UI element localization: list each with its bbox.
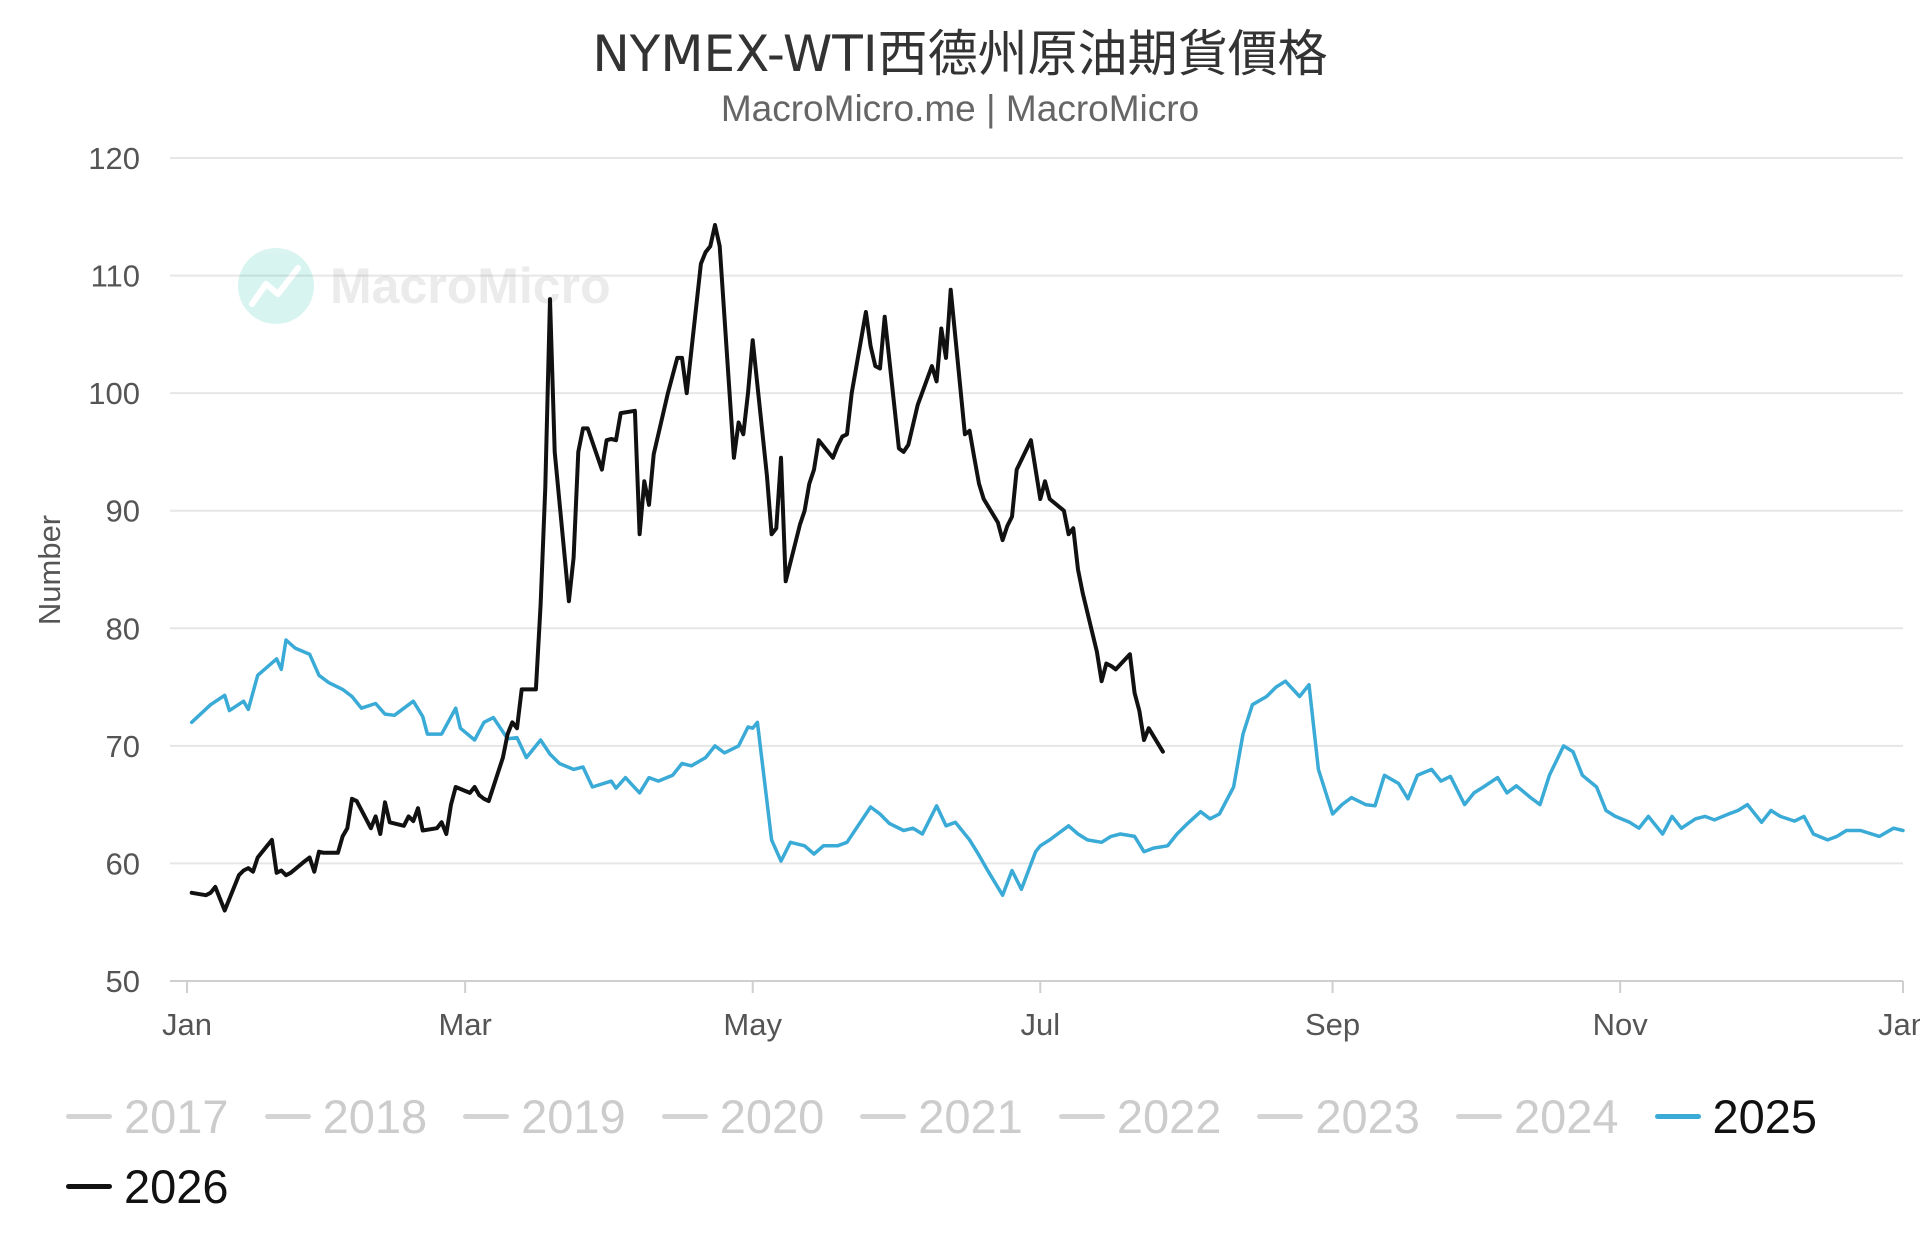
legend-swatch-icon [1455, 1113, 1502, 1119]
legend-swatch-icon [463, 1113, 510, 1119]
legend-item-2020[interactable]: 2020 [661, 1088, 825, 1144]
legend-label: 2018 [322, 1089, 428, 1143]
legend-label: 2020 [719, 1089, 825, 1143]
legend-label: 2021 [918, 1089, 1023, 1143]
legend-label: 2026 [124, 1159, 229, 1213]
legend-item-2019[interactable]: 2019 [463, 1088, 626, 1144]
legend-swatch-icon [1654, 1113, 1701, 1119]
series-line-2025 [189, 638, 1905, 897]
legend-label: 2023 [1315, 1089, 1420, 1143]
y-tick-label: 110 [91, 259, 140, 294]
y-tick-label: 60 [106, 846, 140, 881]
legend: 2017 2018 2019 2020 2021 2022 2023 2024 2025 2026 [66, 1088, 1886, 1214]
series-layer [189, 223, 1905, 913]
x-tick-label: Mar [438, 1007, 491, 1042]
x-tick-label: Sep [1305, 1007, 1360, 1042]
y-tick-label: 100 [88, 376, 140, 411]
y-tick-label: 90 [106, 494, 140, 529]
watermark-logo-line [249, 265, 301, 307]
legend-item-2026[interactable]: 2026 [66, 1158, 229, 1214]
legend-item-2024[interactable]: 2024 [1455, 1088, 1619, 1144]
gridlines [170, 157, 1903, 982]
y-axis: 50 60 70 80 90 100 110 120 [88, 141, 140, 999]
watermark-logo-icon [238, 248, 314, 324]
legend-swatch-icon [1058, 1113, 1105, 1119]
legend-item-2017[interactable]: 2017 [66, 1088, 229, 1144]
y-tick-label: 70 [106, 729, 140, 764]
legend-swatch-icon [860, 1113, 907, 1119]
legend-swatch-icon [661, 1113, 708, 1119]
legend-swatch-icon [66, 1113, 112, 1119]
watermark-text: MacroMicro [330, 258, 611, 314]
legend-label: 2017 [124, 1089, 229, 1143]
chart-subtitle: MacroMicro.me | MacroMicro [720, 88, 1200, 129]
chart-title: NYMEX-WTI西德州原油期貨價格 [592, 25, 1328, 83]
y-tick-label: 50 [106, 964, 140, 999]
series-line-2026 [189, 223, 1165, 913]
legend-item-2023[interactable]: 2023 [1257, 1088, 1420, 1144]
x-axis: Jan Mar May Jul Sep Nov Jan [162, 981, 1920, 1042]
legend-label: 2024 [1513, 1089, 1619, 1143]
legend-label: 2022 [1116, 1089, 1222, 1143]
legend-swatch-icon [66, 1183, 112, 1189]
x-tick-label: May [723, 1007, 782, 1042]
x-tick-label: Jul [1020, 1007, 1060, 1042]
legend-label: 2025 [1712, 1089, 1818, 1143]
legend-label: 2019 [521, 1089, 626, 1143]
y-tick-label: 120 [88, 141, 140, 176]
legend-swatch-icon [1257, 1113, 1304, 1119]
legend-item-2021[interactable]: 2021 [860, 1088, 1023, 1144]
legend-swatch-icon [264, 1113, 311, 1119]
legend-item-2022[interactable]: 2022 [1058, 1088, 1222, 1144]
plot-area: MacroMicro 50 60 70 80 90 100 110 120 Jan Mar May… [32, 141, 1920, 1042]
y-axis-label: Number [32, 515, 67, 625]
y-tick-label: 80 [106, 611, 140, 646]
x-tick-label: Jan [1878, 1007, 1920, 1042]
legend-item-2025[interactable]: 2025 [1654, 1088, 1818, 1144]
x-tick-label: Jan [162, 1007, 212, 1042]
legend-item-2018[interactable]: 2018 [264, 1088, 428, 1144]
watermark: MacroMicro [238, 248, 611, 324]
x-tick-label: Nov [1593, 1007, 1649, 1042]
